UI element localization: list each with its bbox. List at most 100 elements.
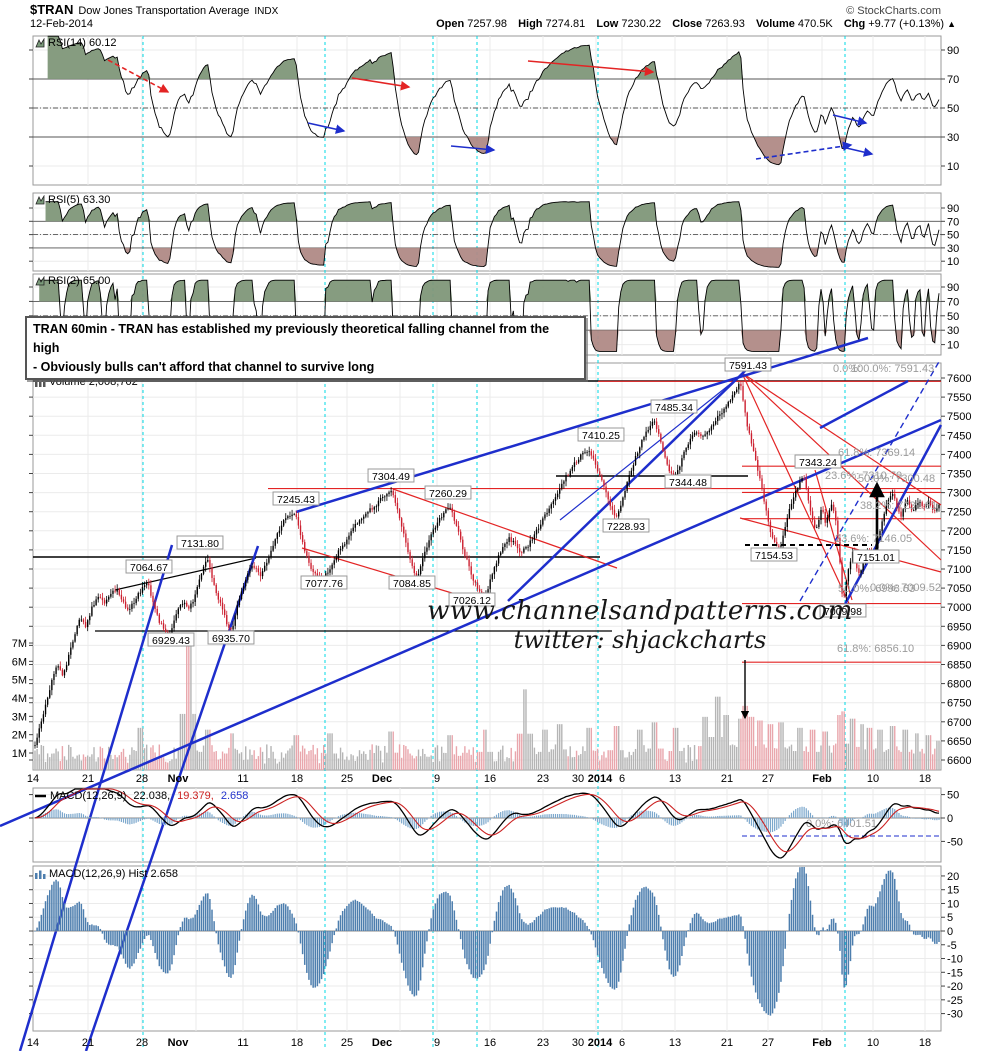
svg-text:10: 10 [947,898,959,910]
svg-text:2M: 2M [12,730,27,742]
svg-text:2014: 2014 [588,773,613,785]
svg-text:6: 6 [619,773,625,785]
stockcharts-credit[interactable]: © StockCharts.com [846,5,941,17]
svg-text:7000: 7000 [947,602,971,614]
svg-text:50: 50 [947,103,959,115]
svg-text:7344.48: 7344.48 [669,477,707,489]
svg-text:6800: 6800 [947,679,971,691]
svg-text:61.8%: 7369.14: 61.8%: 7369.14 [838,447,915,459]
svg-text:7485.34: 7485.34 [655,402,693,414]
svg-text:38.2%: 7231.81: 38.2%: 7231.81 [860,500,937,512]
rsi5-label: RSI(5) 63.30 [35,194,110,206]
svg-text:50: 50 [947,230,959,242]
svg-text:6850: 6850 [947,660,971,672]
svg-text:7450: 7450 [947,430,971,442]
quote-row: 12-Feb-2014 Open 7257.98 High 7274.81 Low 7… [0,17,990,30]
macd-label: MACD(12,26,9) 22.038, 19.379, 2.658 [35,790,248,802]
blue-trendlines [0,336,943,1051]
quote-volume-label: Volume [755,18,795,30]
svg-text:100.0%: 7591.43: 100.0%: 7591.43 [851,363,934,375]
svg-text:30: 30 [947,243,959,255]
svg-text:7131.80: 7131.80 [181,538,219,550]
svg-text:50: 50 [947,790,959,802]
svg-text:6650: 6650 [947,736,971,748]
svg-text:Feb: Feb [812,773,832,785]
svg-text:30: 30 [947,132,959,144]
svg-text:Nov: Nov [168,1037,190,1049]
exchange-label: INDX [254,6,279,17]
svg-text:9: 9 [434,1037,440,1049]
svg-text:Nov: Nov [168,773,190,785]
svg-text:90: 90 [947,282,959,294]
chg-up-arrow-icon: ▲ [947,19,956,29]
rsi14-trend-arrows [107,59,874,160]
svg-text:10: 10 [947,340,959,352]
svg-text:7260.29: 7260.29 [429,488,467,500]
watermark: www.channelsandpatterns.com twitter: shj… [395,596,885,654]
svg-text:Feb: Feb [812,1037,832,1049]
chart-date: 12-Feb-2014 [30,18,93,30]
svg-text:7350: 7350 [947,469,971,481]
analyst-annotation-box: TRAN 60min - TRAN has established my pre… [25,316,586,381]
svg-text:23: 23 [537,1037,549,1049]
svg-text:14: 14 [27,773,39,785]
macd-signal-value: 19.379, [177,790,214,802]
svg-text:7400: 7400 [947,449,971,461]
quote-open-label: Open [436,18,465,30]
rsi2-label-text: RSI(2) 65.00 [48,275,111,287]
quote-close-label: Close [672,18,703,30]
quote-low-label: Low [596,18,619,30]
svg-text:21: 21 [82,773,94,785]
quote-high-label: High [518,18,543,30]
svg-text:-10: -10 [947,954,963,966]
svg-text:18: 18 [919,1037,931,1049]
svg-text:21: 21 [721,773,733,785]
svg-text:20: 20 [947,871,959,883]
svg-text:7343.24: 7343.24 [799,457,837,469]
candlesticks [34,381,940,749]
svg-text:6700: 6700 [947,717,971,729]
svg-text:-20: -20 [947,981,963,993]
macd-label-text: MACD(12,26,9) [50,790,127,802]
svg-text:7410.25: 7410.25 [582,430,620,442]
svg-text:7009.98: 7009.98 [824,606,862,618]
cyan-session-lines [142,36,846,1049]
symbol-name: Dow Jones Transportation Average [78,5,250,17]
svg-text:25: 25 [341,773,353,785]
rsi5-series [33,201,941,268]
svg-text:70: 70 [947,216,959,228]
macd-hist-label-text: MACD(12,26,9) Hist 2.658 [49,868,178,880]
indicator-mountain-icon [35,195,45,205]
svg-text:7100: 7100 [947,564,971,576]
svg-text:1M: 1M [12,748,27,760]
quote-high-value: 7274.81 [545,18,586,30]
quote-chg-label: Chg [843,18,866,30]
svg-text:50: 50 [947,311,959,323]
svg-text:23: 23 [537,773,549,785]
svg-text:7600: 7600 [947,373,971,385]
histogram-bars-icon [35,870,46,879]
watermark-site: www.channelsandpatterns.com [427,596,853,626]
svg-text:6600: 6600 [947,755,971,767]
macd-series [33,788,941,859]
svg-text:3M: 3M [12,711,27,723]
svg-text:11: 11 [237,773,248,785]
svg-text:4M: 4M [12,693,27,705]
svg-text:70: 70 [947,296,959,308]
rsi5-label-text: RSI(5) 63.30 [48,194,111,206]
watermark-twitter: twitter: shjackcharts [513,626,767,654]
svg-text:6935.70: 6935.70 [212,633,250,645]
rsi14-series [33,35,941,166]
svg-text:7591.43: 7591.43 [729,360,767,372]
svg-text:7300: 7300 [947,488,971,500]
svg-text:6M: 6M [12,656,27,668]
quote-strip: Open 7257.98 High 7274.81 Low 7230.22 Close… [428,18,956,30]
svg-text:6929.43: 6929.43 [152,635,190,647]
svg-text:13: 13 [669,773,681,785]
title-row: $TRAN Dow Jones Transportation Average I… [0,0,990,17]
volume-bars-icon [35,378,46,387]
svg-text:6750: 6750 [947,698,971,710]
rsi14-label: RSI(14) 60.12 [35,37,116,49]
svg-text:70: 70 [947,74,959,86]
